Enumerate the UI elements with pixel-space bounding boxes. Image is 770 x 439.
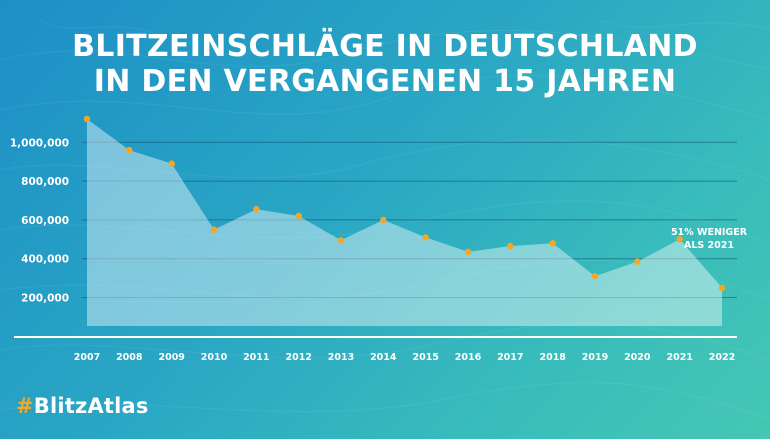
grid-lines — [14, 141, 737, 338]
area-series — [87, 119, 722, 326]
x-tick-label-2017: 2017 — [497, 352, 523, 363]
y-axis-tick-labels: 200,000 400,000 600,000 800,000 1,000,000 — [10, 137, 69, 304]
data-point-2016 — [464, 248, 472, 256]
x-axis-tick-labels: 2007 2008 2009 2010 2011 2012 2013 2014 2015 2016… — [74, 352, 735, 363]
data-point-2021 — [676, 236, 683, 243]
data-point-2015 — [422, 234, 429, 241]
y-tick-label-800000: 800,000 — [21, 176, 69, 188]
data-point-2022 — [718, 284, 726, 291]
data-point-2009 — [168, 160, 175, 167]
y-tick-label-1000000: 1,000,000 — [10, 137, 69, 149]
data-point-2017 — [507, 242, 514, 250]
annotation-line-1: 51% WENIGER — [671, 227, 748, 238]
data-point-2007 — [83, 115, 91, 123]
annotation-line-2: ALS 2021 — [684, 240, 734, 251]
data-point-2012 — [295, 212, 302, 220]
data-point-2010 — [210, 226, 218, 233]
x-tick-label-2010: 2010 — [201, 352, 228, 363]
x-tick-label-2013: 2013 — [328, 352, 354, 363]
chart-title-line-1: BLITZEINSCHLÄGE IN DEUTSCHLAND — [72, 29, 698, 64]
x-tick-label-2011: 2011 — [243, 352, 269, 363]
x-tick-label-2015: 2015 — [412, 352, 438, 363]
chart-title-line-2: IN DEN VERGANGENEN 15 JAHREN — [93, 64, 677, 99]
annotation: 51% WENIGER ALS 2021 — [671, 227, 748, 251]
y-tick-label-400000: 400,000 — [21, 254, 69, 266]
data-point-2014 — [380, 216, 387, 224]
x-tick-label-2020: 2020 — [624, 352, 651, 363]
data-point-2020 — [634, 258, 641, 265]
hashtag-blitzatlas: #BlitzAtlas — [16, 394, 149, 418]
x-tick-label-2008: 2008 — [116, 352, 143, 363]
x-tick-label-2018: 2018 — [539, 352, 566, 363]
data-point-2018 — [549, 240, 556, 247]
hash-symbol: # — [16, 394, 34, 418]
hashtag-text: BlitzAtlas — [33, 394, 149, 418]
y-tick-label-600000: 600,000 — [21, 215, 69, 227]
x-tick-label-2021: 2021 — [666, 352, 692, 363]
x-tick-label-2007: 2007 — [74, 352, 100, 363]
x-tick-label-2012: 2012 — [285, 352, 311, 363]
data-point-2011 — [253, 206, 260, 213]
x-tick-label-2014: 2014 — [370, 352, 397, 363]
area-fill — [87, 119, 722, 326]
x-tick-label-2022: 2022 — [709, 352, 735, 363]
data-points — [83, 115, 726, 291]
x-tick-label-2019: 2019 — [582, 352, 608, 363]
x-tick-label-2009: 2009 — [158, 352, 184, 363]
y-tick-label-200000: 200,000 — [21, 293, 69, 305]
data-point-2019 — [591, 273, 599, 280]
data-point-2013 — [337, 237, 345, 244]
data-point-2008 — [126, 146, 133, 154]
x-tick-label-2016: 2016 — [455, 352, 482, 363]
